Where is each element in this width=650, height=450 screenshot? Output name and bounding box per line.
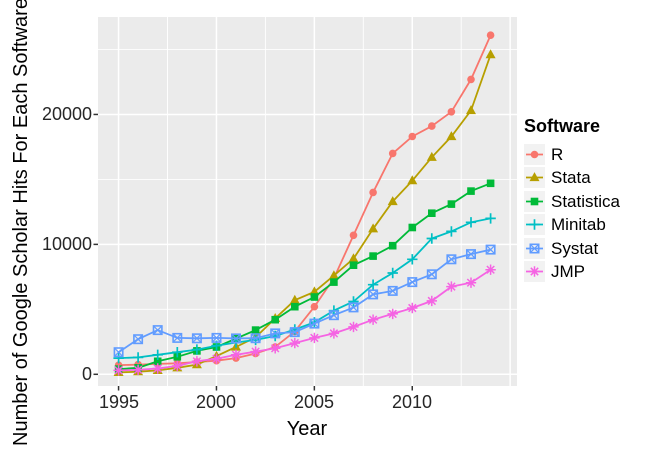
legend-key-plus-icon: [524, 214, 545, 235]
x-tick-label: 1995: [98, 392, 140, 412]
legend-label: JMP: [551, 262, 585, 281]
legend-key-circle-filled-icon: [524, 143, 545, 165]
series-JMP: [113, 264, 496, 376]
legend-label: Systat: [551, 238, 599, 258]
y-tick-label: 10000: [41, 234, 92, 254]
legend-title: Software: [524, 116, 601, 136]
legend-key-square-cross-icon: [524, 237, 545, 259]
x-tick-label: 2000: [195, 392, 237, 412]
series-line-JMP: [118, 268, 492, 372]
legend-label: Minitab: [551, 215, 606, 234]
x-tick-label: 2005: [293, 392, 335, 412]
y-tick-label: 0: [81, 364, 92, 384]
series-line-Systat: [118, 248, 491, 353]
legend-label: Statistica: [551, 191, 620, 211]
x-tick-label: 2010: [391, 392, 433, 412]
legend-key-asterisk-icon: [524, 261, 545, 282]
x-axis-title: Year: [286, 418, 328, 440]
legend-label: R: [551, 144, 564, 164]
y-tick-label: 20000: [41, 104, 92, 124]
series-Systat: [113, 244, 496, 358]
series-line-Stata: [118, 54, 492, 374]
legend-label: Stata: [551, 168, 591, 187]
legend-key-triangle-filled-icon: [524, 167, 545, 188]
legend-key-square-filled-icon: [524, 190, 545, 212]
